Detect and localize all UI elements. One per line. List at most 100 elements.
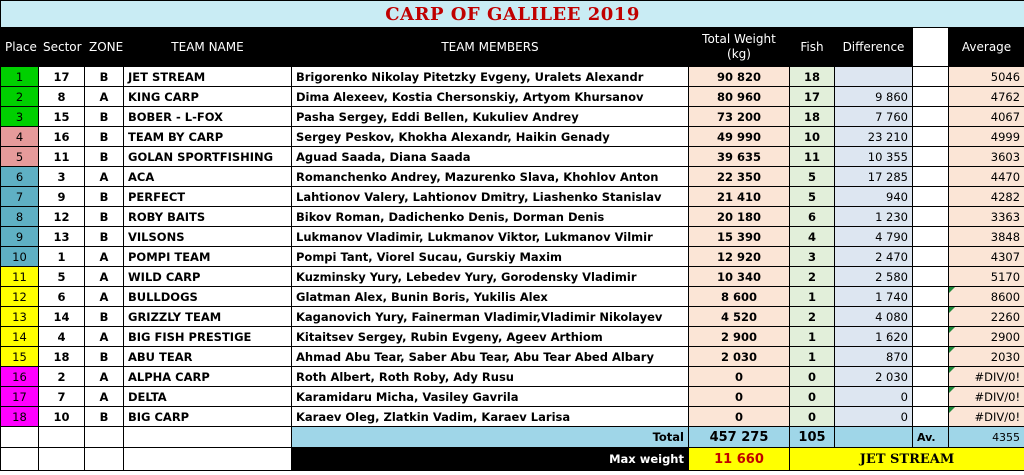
team-members-cell: Lukmanov Vladimir, Lukmanov Viktor, Lukm…: [291, 226, 689, 247]
table-row: 17 7 A DELTA Karamidaru Micha, Vasiley Gavri…: [0, 386, 1024, 407]
team-name-cell: ROBY BAITS: [123, 206, 292, 227]
zone-cell: B: [84, 406, 124, 427]
team-name-cell: PERFECT: [123, 186, 292, 207]
blank-cell: [912, 106, 949, 127]
blank-cell: [912, 266, 949, 287]
place-cell: 5: [0, 146, 39, 167]
team-members-cell: Kuzminsky Yury, Lebedev Yury, Gorodensky…: [291, 266, 689, 287]
sector-cell: 8: [38, 86, 85, 107]
fish-cell: 5: [789, 166, 835, 187]
place-cell: 9: [0, 226, 39, 247]
difference-cell: 2 030: [834, 366, 913, 387]
team-members-cell: Brigorenko Nikolay Pitetzky Evgeny, Ural…: [291, 66, 689, 87]
team-name-cell: BIG FISH PRESTIGE: [123, 326, 292, 347]
place-cell: 10: [0, 246, 39, 267]
zone-cell: B: [84, 206, 124, 227]
max-weight-team: JET STREAM: [788, 447, 1024, 471]
blank-cell: [912, 306, 949, 327]
place-cell: 2: [0, 86, 39, 107]
fish-cell: 18: [789, 106, 835, 127]
team-members-cell: Roth Albert, Roth Roby, Ady Rusu: [291, 366, 689, 387]
sector-cell: 10: [38, 406, 85, 427]
blank-cell: [912, 226, 949, 247]
difference-cell: 9 860: [834, 86, 913, 107]
average-cell: 5046: [947, 66, 1024, 87]
average-cell: 3848: [947, 226, 1024, 247]
average-cell: 4282: [947, 186, 1024, 207]
weight-cell: 0: [688, 386, 790, 407]
average-cell: 4762: [947, 86, 1024, 107]
team-name-cell: GOLAN SPORTFISHING: [123, 146, 292, 167]
average-cell: 4470: [947, 166, 1024, 187]
blank-cell: [912, 406, 949, 427]
weight-cell: 90 820: [688, 66, 790, 87]
header-row: Place Sector ZONE TEAM NAME TEAM MEMBERS…: [0, 27, 1024, 67]
weight-cell: 0: [688, 366, 790, 387]
sector-cell: 14: [38, 306, 85, 327]
header-blank: [912, 27, 949, 67]
average-cell: 8600: [947, 286, 1024, 307]
blank-cell: [912, 286, 949, 307]
blank-cell: [912, 366, 949, 387]
zone-cell: B: [84, 66, 124, 87]
fish-cell: 2: [789, 266, 835, 287]
table-row: 2 8 A KING CARP Dima Alexeev, Kostia Cherson…: [0, 86, 1024, 107]
table-row: 5 11 B GOLAN SPORTFISHING Aguad Saada, Diana…: [0, 146, 1024, 167]
blank-cell: [912, 346, 949, 367]
fish-cell: 5: [789, 186, 835, 207]
difference-cell: 940: [834, 186, 913, 207]
fish-cell: 6: [789, 206, 835, 227]
team-members-cell: Sergey Peskov, Khokha Alexandr, Haikin G…: [291, 126, 689, 147]
team-members-cell: Lahtionov Valery, Lahtionov Dmitry, Lias…: [291, 186, 689, 207]
team-name-cell: GRIZZLY TEAM: [123, 306, 292, 327]
sector-cell: 1: [38, 246, 85, 267]
difference-cell: 0: [834, 406, 913, 427]
max-weight-value: 11 660: [688, 447, 790, 471]
sheet-title: CARP OF GALILEE 2019: [0, 0, 1024, 28]
team-name-cell: BOBER - L-FOX: [123, 106, 292, 127]
header-sector: Sector: [38, 27, 85, 67]
weight-cell: 21 410: [688, 186, 790, 207]
zone-cell: A: [84, 286, 124, 307]
team-name-cell: ABU TEAR: [123, 346, 292, 367]
average-cell: #DIV/0!: [947, 386, 1024, 407]
weight-cell: 22 350: [688, 166, 790, 187]
weight-cell: 39 635: [688, 146, 790, 167]
weight-cell: 80 960: [688, 86, 790, 107]
header-team-members: TEAM MEMBERS: [291, 27, 689, 67]
weight-cell: 49 990: [688, 126, 790, 147]
fish-cell: 18: [789, 66, 835, 87]
total-weight: 457 275: [688, 426, 790, 448]
place-cell: 11: [0, 266, 39, 287]
fish-cell: 0: [789, 366, 835, 387]
difference-cell: 10 355: [834, 146, 913, 167]
sector-cell: 6: [38, 286, 85, 307]
table-row: 12 6 A BULLDOGS Glatman Alex, Bunin Boris, Y…: [0, 286, 1024, 307]
zone-cell: B: [84, 226, 124, 247]
fish-cell: 10: [789, 126, 835, 147]
fish-cell: 2: [789, 306, 835, 327]
table-row: 1 17 B JET STREAM Brigorenko Nikolay Pitetzk…: [0, 66, 1024, 87]
max-weight-row: Max weight 11 660 JET STREAM: [0, 447, 1024, 471]
weight-cell: 4 520: [688, 306, 790, 327]
total-average: 4355: [947, 426, 1024, 448]
average-cell: 2900: [947, 326, 1024, 347]
weight-cell: 2 030: [688, 346, 790, 367]
total-fish: 105: [789, 426, 835, 448]
difference-cell: 23 210: [834, 126, 913, 147]
fish-cell: 17: [789, 86, 835, 107]
team-members-cell: Romanchenko Andrey, Mazurenko Slava, Kho…: [291, 166, 689, 187]
table-row: 13 14 B GRIZZLY TEAM Kaganovich Yury, Fainer…: [0, 306, 1024, 327]
blank-cell: [912, 146, 949, 167]
header-place: Place: [0, 27, 39, 67]
place-cell: 6: [0, 166, 39, 187]
sector-cell: 12: [38, 206, 85, 227]
place-cell: 8: [0, 206, 39, 227]
zone-cell: A: [84, 386, 124, 407]
team-members-cell: Bikov Roman, Dadichenko Denis, Dorman De…: [291, 206, 689, 227]
zone-cell: B: [84, 186, 124, 207]
zone-cell: B: [84, 306, 124, 327]
header-total-weight: Total Weight (kg): [688, 27, 790, 67]
average-cell: 3363: [947, 206, 1024, 227]
place-cell: 12: [0, 286, 39, 307]
